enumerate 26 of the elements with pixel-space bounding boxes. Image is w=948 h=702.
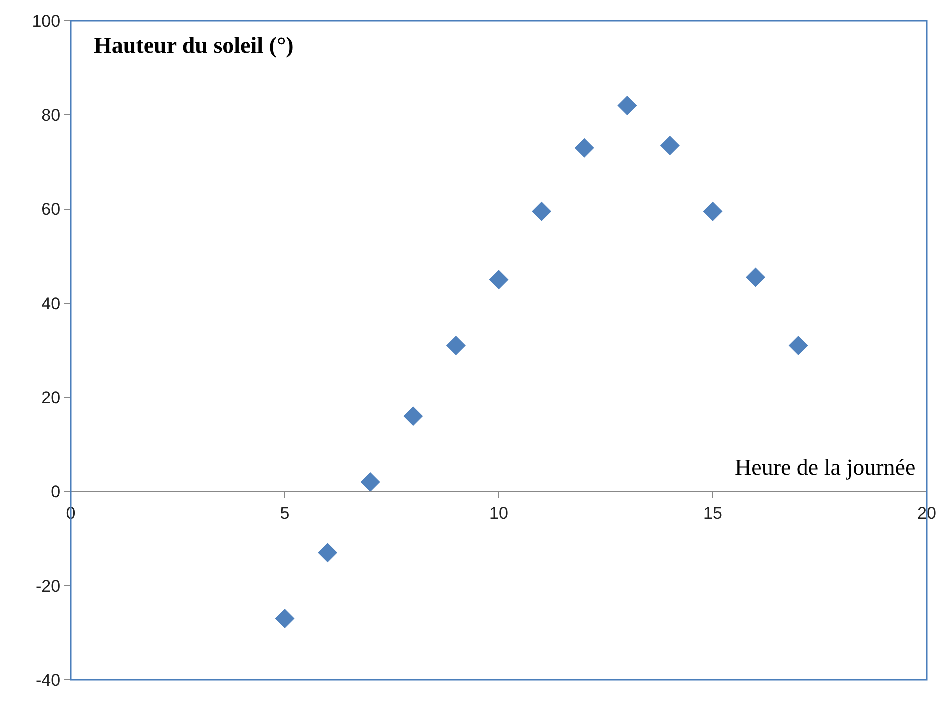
x-tick-label: 15 — [704, 504, 722, 524]
y-tick-label: 0 — [51, 482, 61, 502]
y-tick-label: -40 — [36, 670, 61, 690]
point — [404, 406, 424, 426]
point — [360, 472, 380, 492]
x-axis-title: Heure de la journée — [735, 455, 916, 480]
point — [489, 270, 509, 290]
y-tick-label: 80 — [42, 106, 61, 126]
y-tick-label: 100 — [32, 12, 61, 31]
point — [746, 268, 766, 288]
point — [618, 96, 638, 116]
y-tick-label: 60 — [42, 200, 61, 220]
point — [788, 336, 808, 356]
x-tick-label: 5 — [280, 504, 290, 524]
point — [532, 202, 552, 222]
text: Hauteur du soleil (°) — [94, 33, 294, 58]
point — [318, 543, 338, 563]
x-tick-label: 10 — [490, 504, 508, 524]
point — [574, 138, 594, 158]
point — [660, 136, 680, 156]
y-tick-label: 40 — [42, 294, 61, 314]
point — [703, 202, 723, 222]
y-tick-label: 20 — [42, 388, 61, 408]
y-tick-label: -20 — [36, 576, 61, 596]
point — [275, 609, 295, 629]
point — [446, 336, 466, 356]
